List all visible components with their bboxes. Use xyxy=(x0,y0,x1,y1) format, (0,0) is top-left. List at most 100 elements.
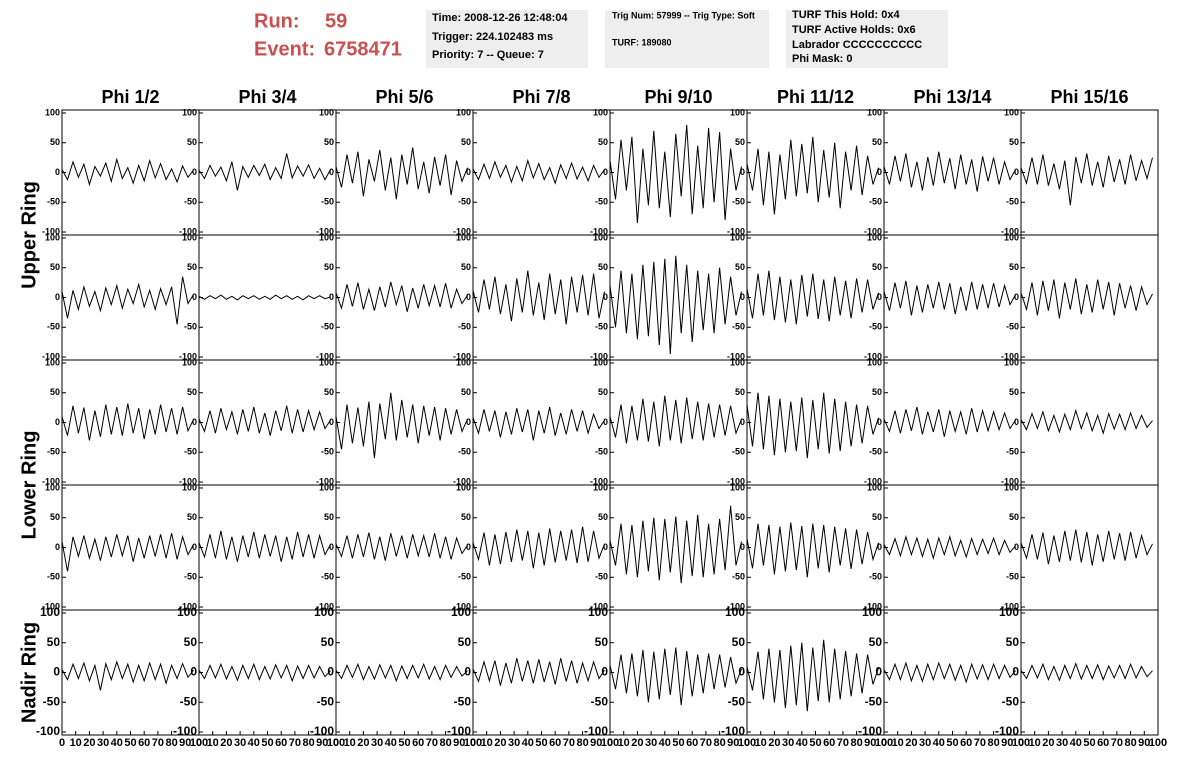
x-tick-label: 50 xyxy=(261,737,273,749)
x-tick-label: 0 xyxy=(59,737,65,749)
waveform xyxy=(883,535,1016,561)
y-tick-label: 50 xyxy=(50,387,60,397)
y-tick-label: 0 xyxy=(740,167,745,177)
y-tick-label: -50 xyxy=(732,197,745,207)
x-tick-label: 80 xyxy=(165,737,177,749)
y-tick-label: 50 xyxy=(732,635,746,649)
waveform xyxy=(609,647,742,706)
y-tick-label: -100 xyxy=(727,226,745,236)
info-text: Phi Mask: 0 xyxy=(792,53,853,65)
y-tick-label: -100 xyxy=(42,476,60,486)
x-tick-label: 70 xyxy=(152,737,164,749)
y-tick-label: -50 xyxy=(869,572,882,582)
y-tick-label: 0 xyxy=(466,292,471,302)
y-tick-label: -100 xyxy=(453,601,471,611)
y-tick-label: 100 xyxy=(593,482,608,492)
waveform xyxy=(61,276,194,325)
y-tick-label: 0 xyxy=(877,542,882,552)
y-tick-label: 0 xyxy=(740,542,745,552)
y-tick-label: -50 xyxy=(321,572,334,582)
waveform xyxy=(335,281,468,312)
y-tick-label: 100 xyxy=(40,605,60,619)
y-tick-label: 100 xyxy=(182,107,197,117)
y-tick-label: 0 xyxy=(1012,665,1019,679)
y-tick-label: -50 xyxy=(1006,322,1019,332)
y-tick-label: 50 xyxy=(1006,635,1020,649)
waveform xyxy=(1020,408,1153,435)
y-tick-label: 100 xyxy=(319,482,334,492)
y-tick-label: -50 xyxy=(184,322,197,332)
x-tick-label: 100 xyxy=(601,737,619,749)
waveform xyxy=(61,403,194,441)
y-tick-label: 50 xyxy=(872,512,882,522)
x-tick-label: 0 xyxy=(744,737,750,749)
waveform xyxy=(1020,662,1153,682)
y-tick-label: -100 xyxy=(316,476,334,486)
y-tick-label: 50 xyxy=(458,635,472,649)
waveform xyxy=(883,406,1016,437)
y-tick-label: -50 xyxy=(184,447,197,457)
y-tick-label: 100 xyxy=(456,482,471,492)
column-title: Phi 11/12 xyxy=(777,87,854,107)
x-tick-label: 40 xyxy=(933,737,945,749)
y-tick-label: -50 xyxy=(595,572,608,582)
x-tick-label: 40 xyxy=(1070,737,1082,749)
waveform xyxy=(746,136,879,215)
y-tick-label: -100 xyxy=(864,601,882,611)
waveform xyxy=(472,526,605,569)
y-tick-label: -100 xyxy=(1001,476,1019,486)
y-tick-label: 50 xyxy=(324,262,334,272)
x-tick-label: 0 xyxy=(1018,737,1024,749)
y-tick-label: 100 xyxy=(730,482,745,492)
x-tick-label: 30 xyxy=(508,737,520,749)
y-tick-label: 50 xyxy=(869,635,883,649)
x-tick-label: 0 xyxy=(881,737,887,749)
x-tick-label: 70 xyxy=(700,737,712,749)
y-tick-label: 50 xyxy=(461,512,471,522)
x-tick-label: 70 xyxy=(563,737,575,749)
x-tick-label: 90 xyxy=(590,737,602,749)
y-tick-label: 100 xyxy=(593,357,608,367)
y-tick-label: 50 xyxy=(735,387,745,397)
waveform xyxy=(746,270,879,325)
x-tick-label: 100 xyxy=(875,737,893,749)
column-title: Phi 5/6 xyxy=(375,87,433,107)
x-tick-label: 20 xyxy=(357,737,369,749)
y-tick-label: -50 xyxy=(458,322,471,332)
x-tick-label: 30 xyxy=(645,737,657,749)
y-tick-label: -100 xyxy=(721,724,745,738)
x-tick-label: 20 xyxy=(494,737,506,749)
y-tick-label: -50 xyxy=(1002,694,1020,708)
waveform xyxy=(61,533,194,572)
y-tick-label: 50 xyxy=(187,387,197,397)
waveform xyxy=(746,639,879,712)
y-tick-label: -50 xyxy=(732,447,745,457)
x-tick-label: 80 xyxy=(987,737,999,749)
y-tick-label: 100 xyxy=(45,482,60,492)
y-tick-label: 100 xyxy=(593,232,608,242)
y-tick-label: 0 xyxy=(192,292,197,302)
y-tick-label: 100 xyxy=(867,232,882,242)
x-tick-label: 90 xyxy=(316,737,328,749)
waveform xyxy=(61,660,194,691)
x-tick-label: 40 xyxy=(248,737,260,749)
x-tick-label: 0 xyxy=(470,737,476,749)
waveform xyxy=(472,658,605,686)
y-tick-label: -50 xyxy=(869,447,882,457)
y-tick-label: 0 xyxy=(55,292,60,302)
y-tick-label: -50 xyxy=(728,694,746,708)
ring-label: Upper Ring xyxy=(18,181,40,289)
y-tick-label: -100 xyxy=(995,724,1019,738)
y-tick-label: 100 xyxy=(1004,482,1019,492)
y-tick-label: -50 xyxy=(47,322,60,332)
y-tick-label: -100 xyxy=(179,476,197,486)
y-tick-label: 0 xyxy=(1014,417,1019,427)
y-tick-label: 50 xyxy=(872,262,882,272)
y-tick-label: -100 xyxy=(453,226,471,236)
x-tick-label: 80 xyxy=(439,737,451,749)
y-tick-label: -50 xyxy=(865,694,883,708)
x-tick-label: 90 xyxy=(864,737,876,749)
y-tick-label: 50 xyxy=(324,137,334,147)
x-tick-label: 0 xyxy=(333,737,339,749)
x-tick-label: 10 xyxy=(70,737,82,749)
